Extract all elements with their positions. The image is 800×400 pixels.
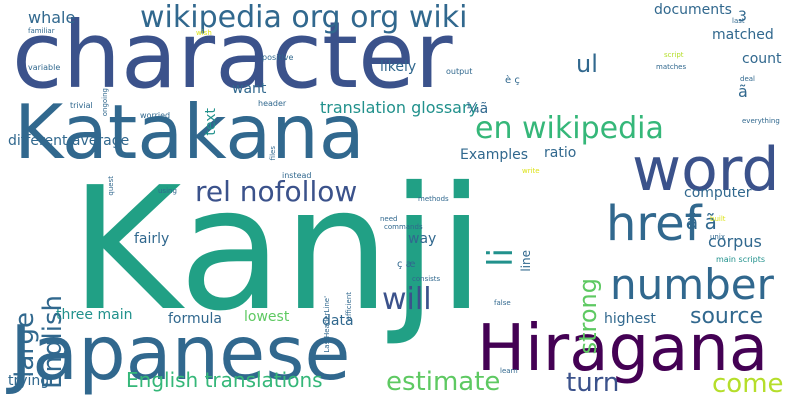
- word-line: line: [519, 250, 533, 272]
- word-will: will: [382, 282, 432, 317]
- word-e-c: è ç: [505, 75, 520, 86]
- word-consists: consists: [412, 275, 441, 283]
- word-a-a: ã ã: [686, 210, 717, 234]
- word-efficient: efficient: [345, 292, 353, 321]
- word-estimate: estimate: [386, 367, 501, 397]
- word-using: using: [158, 187, 177, 195]
- word-e-acute: é: [686, 217, 695, 233]
- word-likely: likely: [380, 59, 417, 75]
- word-corpus: corpus: [708, 232, 762, 251]
- word-unix: unix: [710, 233, 725, 241]
- word-fairly: fairly: [134, 231, 170, 247]
- word-quest: quest: [107, 176, 115, 196]
- word-main-scripts: main scripts: [716, 255, 765, 264]
- word-trivial: trivial: [70, 101, 93, 110]
- word-come: come: [712, 369, 784, 399]
- word-lastheaderline: LastHeaderLine': [323, 296, 331, 353]
- word-wish: wish: [196, 29, 212, 37]
- word-c-ae: ç æ: [397, 259, 416, 270]
- word-learn: learn: [500, 367, 518, 375]
- word-examples: Examples: [460, 147, 529, 163]
- word-way: way: [408, 231, 437, 247]
- word-deal: deal: [740, 75, 755, 83]
- word-matches: matches: [656, 63, 687, 71]
- word-header: header: [258, 99, 287, 108]
- word-translation-glossary: translation glossary: [320, 98, 479, 117]
- word-kanji: Kanji: [70, 151, 485, 349]
- word-whale: whale: [28, 8, 76, 27]
- word-worried: worried: [140, 111, 171, 120]
- word-commands: commands: [384, 223, 423, 231]
- word-count: count: [742, 51, 782, 67]
- word-wikipedia-org: wikipedia org org wiki: [140, 0, 468, 35]
- word-hiragana: Hiragana: [477, 312, 769, 386]
- word-everything: everything: [742, 117, 780, 125]
- word-en-wikipedia: en wikipedia: [475, 111, 664, 146]
- word-matched: matched: [712, 27, 774, 43]
- word-built: built: [710, 215, 726, 223]
- word-large: large: [10, 312, 40, 378]
- word-character: character: [12, 2, 453, 109]
- word-highest: highest: [604, 311, 656, 327]
- word-three-main: three main: [56, 307, 133, 323]
- word-text: text: [203, 108, 219, 136]
- word-documents: documents: [654, 2, 732, 18]
- word-a: ã: [738, 82, 748, 101]
- word-href: li: [481, 248, 521, 267]
- word-instead: instead: [282, 171, 312, 180]
- word-japanese: Japanese: [10, 309, 351, 397]
- word-script: script: [664, 51, 684, 59]
- word-files: files: [269, 146, 277, 161]
- word-want: want: [232, 81, 267, 97]
- word-source: source: [690, 304, 764, 329]
- word-number: number: [610, 260, 774, 309]
- word-katakana: Katakana: [14, 88, 365, 176]
- word-ratio: ratio: [544, 145, 577, 161]
- word-li: href: [606, 196, 702, 252]
- word-quarter-a: ¼ã: [466, 101, 489, 117]
- word-different-average: different average: [8, 133, 130, 149]
- word-methods: methods: [418, 195, 449, 203]
- word-write: write: [522, 167, 540, 175]
- word-word: word: [632, 135, 780, 205]
- word-formula: formula: [168, 311, 222, 327]
- word-output: output: [446, 67, 473, 76]
- word-positive: positive: [262, 53, 294, 62]
- word-english-translations: English translations: [126, 368, 323, 392]
- word-false: false: [494, 299, 511, 307]
- word-3: 3: [738, 9, 747, 25]
- word-lowest: lowest: [244, 309, 290, 325]
- word-computer: computer: [684, 185, 752, 201]
- word-ongoing: ongoing: [101, 88, 109, 117]
- word-rel-nofollow: rel nofollow: [195, 175, 358, 208]
- word-trying: trying: [8, 373, 50, 389]
- word-last: last: [732, 17, 745, 25]
- word-need: need: [380, 215, 398, 223]
- word-turn: turn: [566, 368, 620, 398]
- word-ul: ul: [576, 50, 598, 78]
- word-familiar: familiar: [28, 27, 55, 35]
- word-strong: strong: [574, 278, 602, 355]
- word-data: data: [322, 313, 354, 329]
- word-variable: variable: [28, 63, 61, 72]
